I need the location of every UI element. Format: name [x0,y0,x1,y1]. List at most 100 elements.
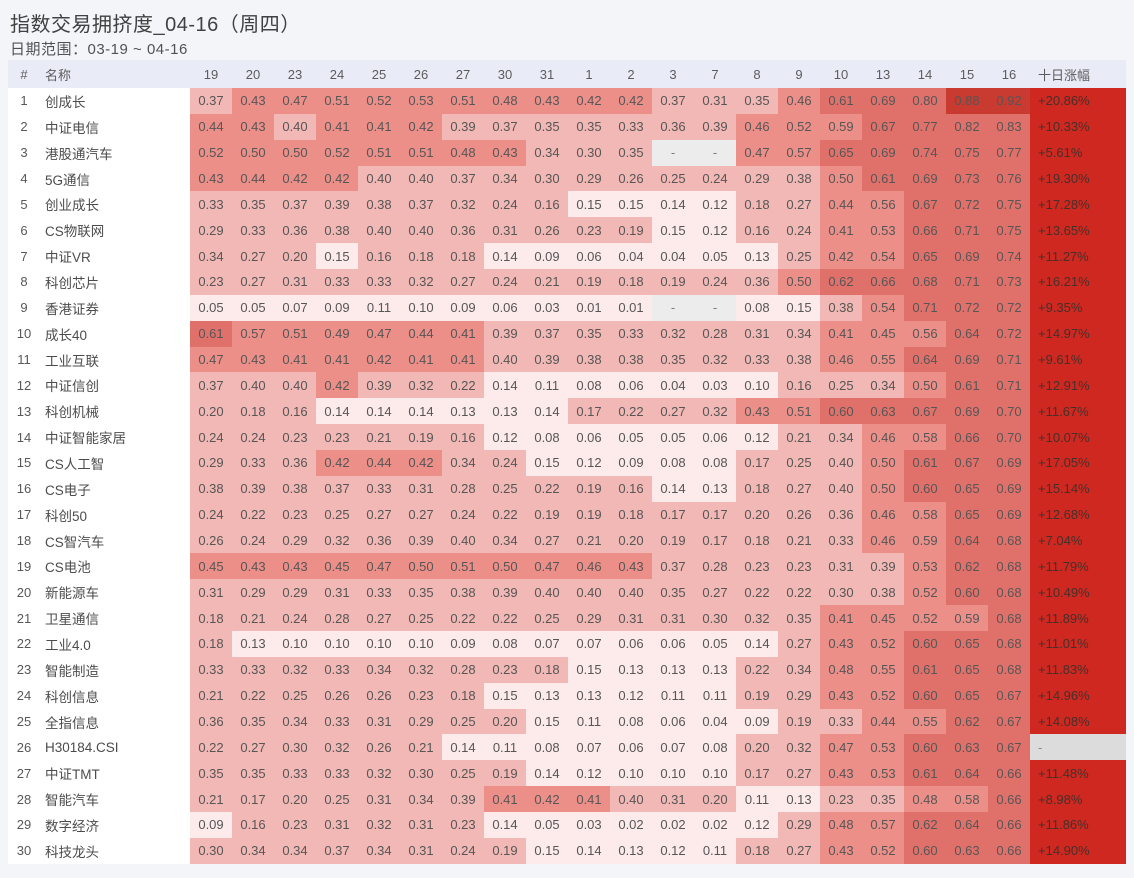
heatmap-value-cell: 0.04 [610,243,652,270]
heatmap-value-cell: 0.40 [232,372,274,399]
heatmap-value-cell: 0.32 [736,605,778,632]
heatmap-value-cell: 0.08 [568,372,610,399]
heatmap-value-cell: 0.62 [820,269,862,295]
heatmap-value-cell: 0.60 [904,631,946,657]
heatmap-value-cell: 0.44 [400,320,442,347]
heatmap-value-cell: 0.42 [316,450,358,476]
rank-cell: 4 [8,165,40,192]
heatmap-value-cell: 0.07 [568,734,610,761]
date-column-header: 25 [358,60,400,88]
heatmap-value-cell: 0.48 [484,88,526,114]
heatmap-value-cell: 0.40 [526,579,568,606]
congestion-heatmap-table: # 名称 19 20 23 24 25 26 27 30 31 1 2 3 7 8 9 10 13 14 15 16 … [8,60,1126,864]
date-column-header: 2 [610,60,652,88]
heatmap-value-cell: 0.52 [904,579,946,606]
heatmap-value-cell: 0.37 [400,191,442,218]
heatmap-value-cell: 0.14 [484,372,526,399]
rank-cell: 29 [8,812,40,838]
heatmap-value-cell: 0.26 [358,734,400,761]
heatmap-value-cell: 0.60 [820,398,862,425]
heatmap-value-cell: 0.65 [946,656,988,683]
heatmap-value-cell: 0.40 [274,372,316,399]
heatmap-value-cell: 0.23 [484,656,526,683]
heatmap-value-cell: 0.15 [568,656,610,683]
heatmap-value-cell: 0.44 [232,165,274,192]
heatmap-value-cell: 0.47 [526,553,568,580]
heatmap-value-cell: 0.09 [442,294,484,321]
heatmap-value-cell: 0.41 [400,346,442,373]
gain-cell: +14.90% [1030,837,1126,864]
gain-cell: +17.05% [1030,450,1126,476]
heatmap-value-cell: 0.22 [190,734,232,761]
heatmap-value-cell: 0.70 [988,398,1030,425]
heatmap-value-cell: 0.18 [232,398,274,425]
heatmap-value-cell: 0.82 [946,113,988,140]
date-column-header: 13 [862,60,904,88]
heatmap-value-cell: 0.13 [694,475,736,502]
heatmap-value-cell: 0.35 [568,113,610,140]
heatmap-value-cell: 0.22 [442,372,484,399]
heatmap-value-cell: 0.45 [862,320,904,347]
heatmap-value-cell: 0.34 [484,165,526,192]
heatmap-value-cell: 0.38 [442,579,484,606]
heatmap-value-cell: 0.09 [526,243,568,270]
heatmap-value-cell: 0.61 [904,450,946,476]
gain-cell: +14.96% [1030,682,1126,709]
heatmap-value-cell: 0.33 [358,475,400,502]
date-range-label: 日期范围：03-19 ~ 04-16 [10,41,188,58]
heatmap-value-cell: 0.31 [400,812,442,838]
heatmap-value-cell: 0.10 [358,631,400,657]
heatmap-value-cell: 0.17 [736,760,778,787]
heatmap-value-cell: 0.17 [568,398,610,425]
heatmap-value-cell: 0.16 [232,812,274,838]
heatmap-value-cell: 0.64 [946,527,988,554]
heatmap-value-cell: 0.16 [274,398,316,425]
heatmap-value-cell: 0.68 [988,553,1030,580]
heatmap-value-cell: 0.34 [778,656,820,683]
heatmap-value-cell: 0.41 [820,320,862,347]
heatmap-value-cell: 0.34 [526,139,568,166]
heatmap-value-cell: 0.69 [988,450,1030,476]
heatmap-value-cell: 0.13 [694,656,736,683]
heatmap-value-cell: 0.24 [694,165,736,192]
heatmap-value-cell: 0.35 [232,191,274,218]
index-name-cell: 工业4.0 [40,631,190,657]
heatmap-value-cell: 0.08 [736,294,778,321]
heatmap-value-cell: 0.11 [358,294,400,321]
rank-cell: 23 [8,656,40,683]
heatmap-value-cell: 0.25 [400,605,442,632]
heatmap-value-cell: 0.44 [190,113,232,140]
heatmap-value-cell: 0.20 [694,786,736,813]
heatmap-value-cell: 0.34 [442,450,484,476]
heatmap-value-cell: 0.38 [778,346,820,373]
rank-column-header: # [8,60,40,88]
heatmap-value-cell: 0.22 [442,605,484,632]
heatmap-value-cell: 0.04 [652,372,694,399]
index-name-cell: 中证TMT [40,760,190,787]
heatmap-value-cell: 0.14 [484,243,526,270]
gain-cell: +19.30% [1030,165,1126,192]
heatmap-value-cell: 0.39 [316,191,358,218]
heatmap-value-cell: 0.34 [778,320,820,347]
heatmap-value-cell: 0.15 [526,450,568,476]
date-column-header: 24 [316,60,358,88]
heatmap-value-cell: 0.50 [484,553,526,580]
heatmap-value-cell: 0.19 [568,475,610,502]
heatmap-value-cell: 0.42 [316,165,358,192]
heatmap-value-cell: 0.21 [778,424,820,451]
heatmap-value-cell: 0.14 [652,475,694,502]
heatmap-value-cell: 0.25 [316,501,358,528]
rank-cell: 9 [8,294,40,321]
heatmap-value-cell: 0.16 [778,372,820,399]
heatmap-value-cell: 0.22 [232,682,274,709]
heatmap-value-cell: 0.57 [232,320,274,347]
heatmap-value-cell: 0.14 [568,837,610,864]
heatmap-value-cell: 0.34 [400,786,442,813]
index-name-cell: 新能源车 [40,579,190,606]
heatmap-value-cell: 0.01 [568,294,610,321]
heatmap-value-cell: 0.27 [232,269,274,295]
index-name-cell: 卫星通信 [40,605,190,632]
heatmap-value-cell: 0.63 [946,837,988,864]
heatmap-value-cell: 0.40 [442,527,484,554]
heatmap-value-cell: 0.21 [526,269,568,295]
